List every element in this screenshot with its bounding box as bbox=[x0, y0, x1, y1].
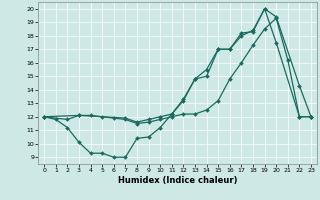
X-axis label: Humidex (Indice chaleur): Humidex (Indice chaleur) bbox=[118, 176, 237, 185]
